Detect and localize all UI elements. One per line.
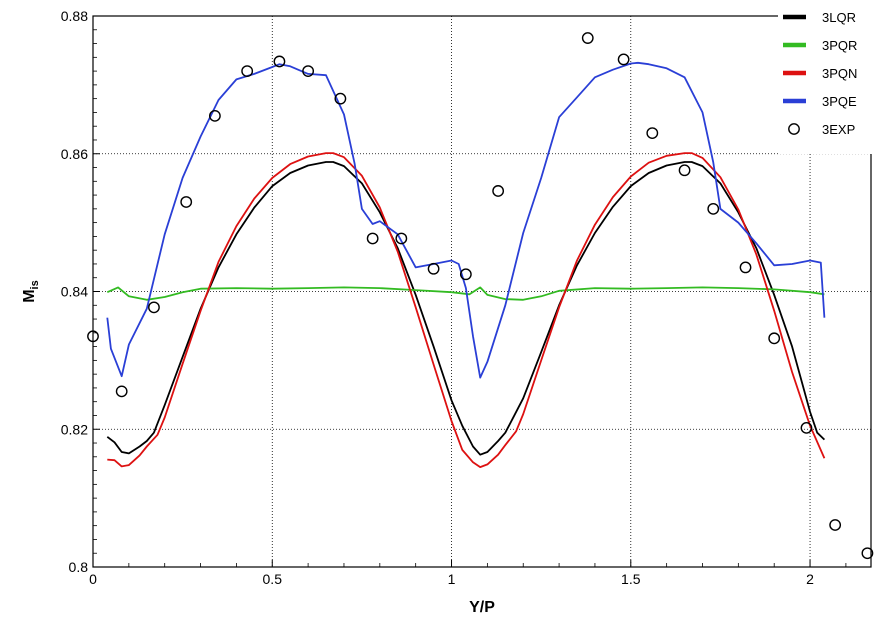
y-axis-title-subscript: is	[29, 280, 41, 289]
exp-marker	[273, 55, 286, 68]
series-line-3lqr	[106, 161, 826, 456]
series-line-3pqr	[106, 286, 825, 301]
y-tick-label: 0.82	[61, 421, 88, 437]
exp-marker	[180, 196, 193, 208]
legend-background	[778, 2, 877, 154]
experiment-markers	[87, 32, 874, 560]
series-line-3pqn	[107, 152, 826, 469]
x-axis-title: Y/P	[469, 599, 495, 616]
y-axis-title-main: M	[21, 289, 38, 302]
y-tick-label: 0.8	[69, 559, 89, 575]
plot-frame	[92, 15, 872, 568]
legend-label-3lqr: 3LQR	[822, 10, 856, 25]
exp-marker	[646, 127, 659, 139]
y-tick-label: 0.88	[61, 8, 88, 24]
legend-swatch-3exp	[788, 123, 800, 135]
x-tick-label: 1.5	[621, 571, 641, 587]
x-tick-label: 2	[806, 571, 814, 587]
legend-label-3pqe: 3PQE	[822, 94, 857, 109]
exp-marker	[334, 92, 347, 105]
exp-marker	[459, 268, 472, 281]
exp-marker	[492, 185, 505, 197]
exp-marker	[302, 65, 315, 78]
exp-marker	[768, 332, 781, 345]
exp-marker	[829, 519, 842, 531]
x-axis-ticks: 0 0.5 1 1.5 2	[89, 560, 847, 587]
y-axis-ticks: 0.8 0.82 0.84 0.86 0.88	[61, 8, 100, 575]
exp-marker	[861, 547, 874, 560]
series-line-3pqe	[106, 61, 826, 379]
series-layer	[106, 61, 826, 469]
exp-marker	[208, 109, 221, 122]
x-tick-label: 1	[448, 571, 456, 587]
exp-marker	[115, 385, 128, 398]
exp-marker	[800, 421, 813, 434]
exp-marker	[707, 202, 720, 215]
exp-marker	[617, 53, 630, 66]
exp-marker	[366, 232, 379, 245]
y-axis-title: Mis	[21, 280, 41, 303]
y-tick-label: 0.86	[61, 146, 88, 162]
exp-marker	[241, 65, 254, 78]
legend: 3LQR 3PQR 3PQN 3PQE 3EXP	[778, 2, 877, 154]
legend-label-3exp: 3EXP	[822, 122, 855, 137]
legend-label-3pqr: 3PQR	[822, 38, 857, 53]
exp-marker	[148, 301, 160, 314]
x-tick-label: 0.5	[263, 571, 283, 587]
exp-marker	[427, 262, 440, 275]
y-tick-label: 0.84	[61, 284, 88, 300]
exp-marker	[395, 232, 408, 245]
x-tick-label: 0	[89, 571, 97, 587]
exp-marker	[739, 261, 752, 274]
grid-lines	[93, 15, 871, 567]
exp-marker	[581, 32, 594, 44]
exp-marker	[678, 164, 691, 177]
legend-label-3pqn: 3PQN	[822, 66, 857, 81]
